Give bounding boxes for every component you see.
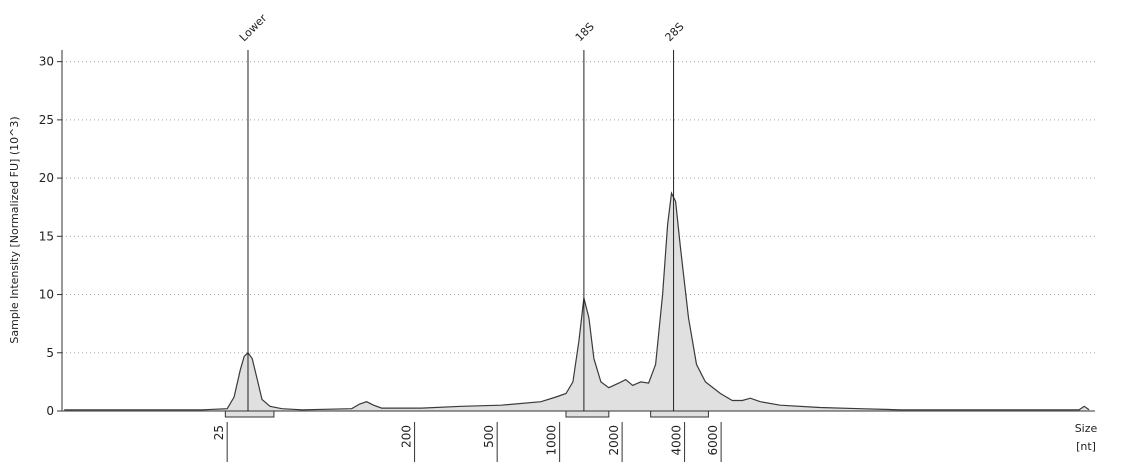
peak-region: [224, 410, 275, 418]
trace-line: [64, 191, 1090, 411]
area-fill: [64, 193, 1090, 411]
y-tick-label: 20: [39, 171, 54, 185]
y-tick-label: 10: [39, 288, 54, 302]
peak-label: 28S: [662, 20, 686, 44]
x-tick-label: 500: [482, 425, 496, 448]
x-tick-label: 4000: [670, 425, 684, 456]
x-tick-label: 6000: [706, 425, 720, 456]
x-axis-unit: [nt]: [1076, 440, 1096, 453]
x-tick-label: 2000: [607, 425, 621, 456]
y-tick-label: 15: [39, 229, 54, 243]
peak-label: 18S: [573, 20, 597, 44]
peak-region: [650, 410, 709, 418]
peak-label: Lower: [237, 11, 270, 44]
x-tick-label: 1000: [545, 425, 559, 456]
y-tick-label: 30: [39, 55, 54, 69]
x-axis-label: Size: [1075, 422, 1098, 435]
y-tick-label: 0: [46, 404, 54, 418]
y-axis-label: Sample Intensity [Normalized FU] (10^3): [8, 116, 21, 343]
x-tick-label: 200: [400, 425, 414, 448]
y-tick-label: 25: [39, 113, 54, 127]
x-tick-label: 25: [212, 425, 226, 440]
y-tick-label: 5: [46, 346, 54, 360]
peak-region: [565, 410, 610, 418]
